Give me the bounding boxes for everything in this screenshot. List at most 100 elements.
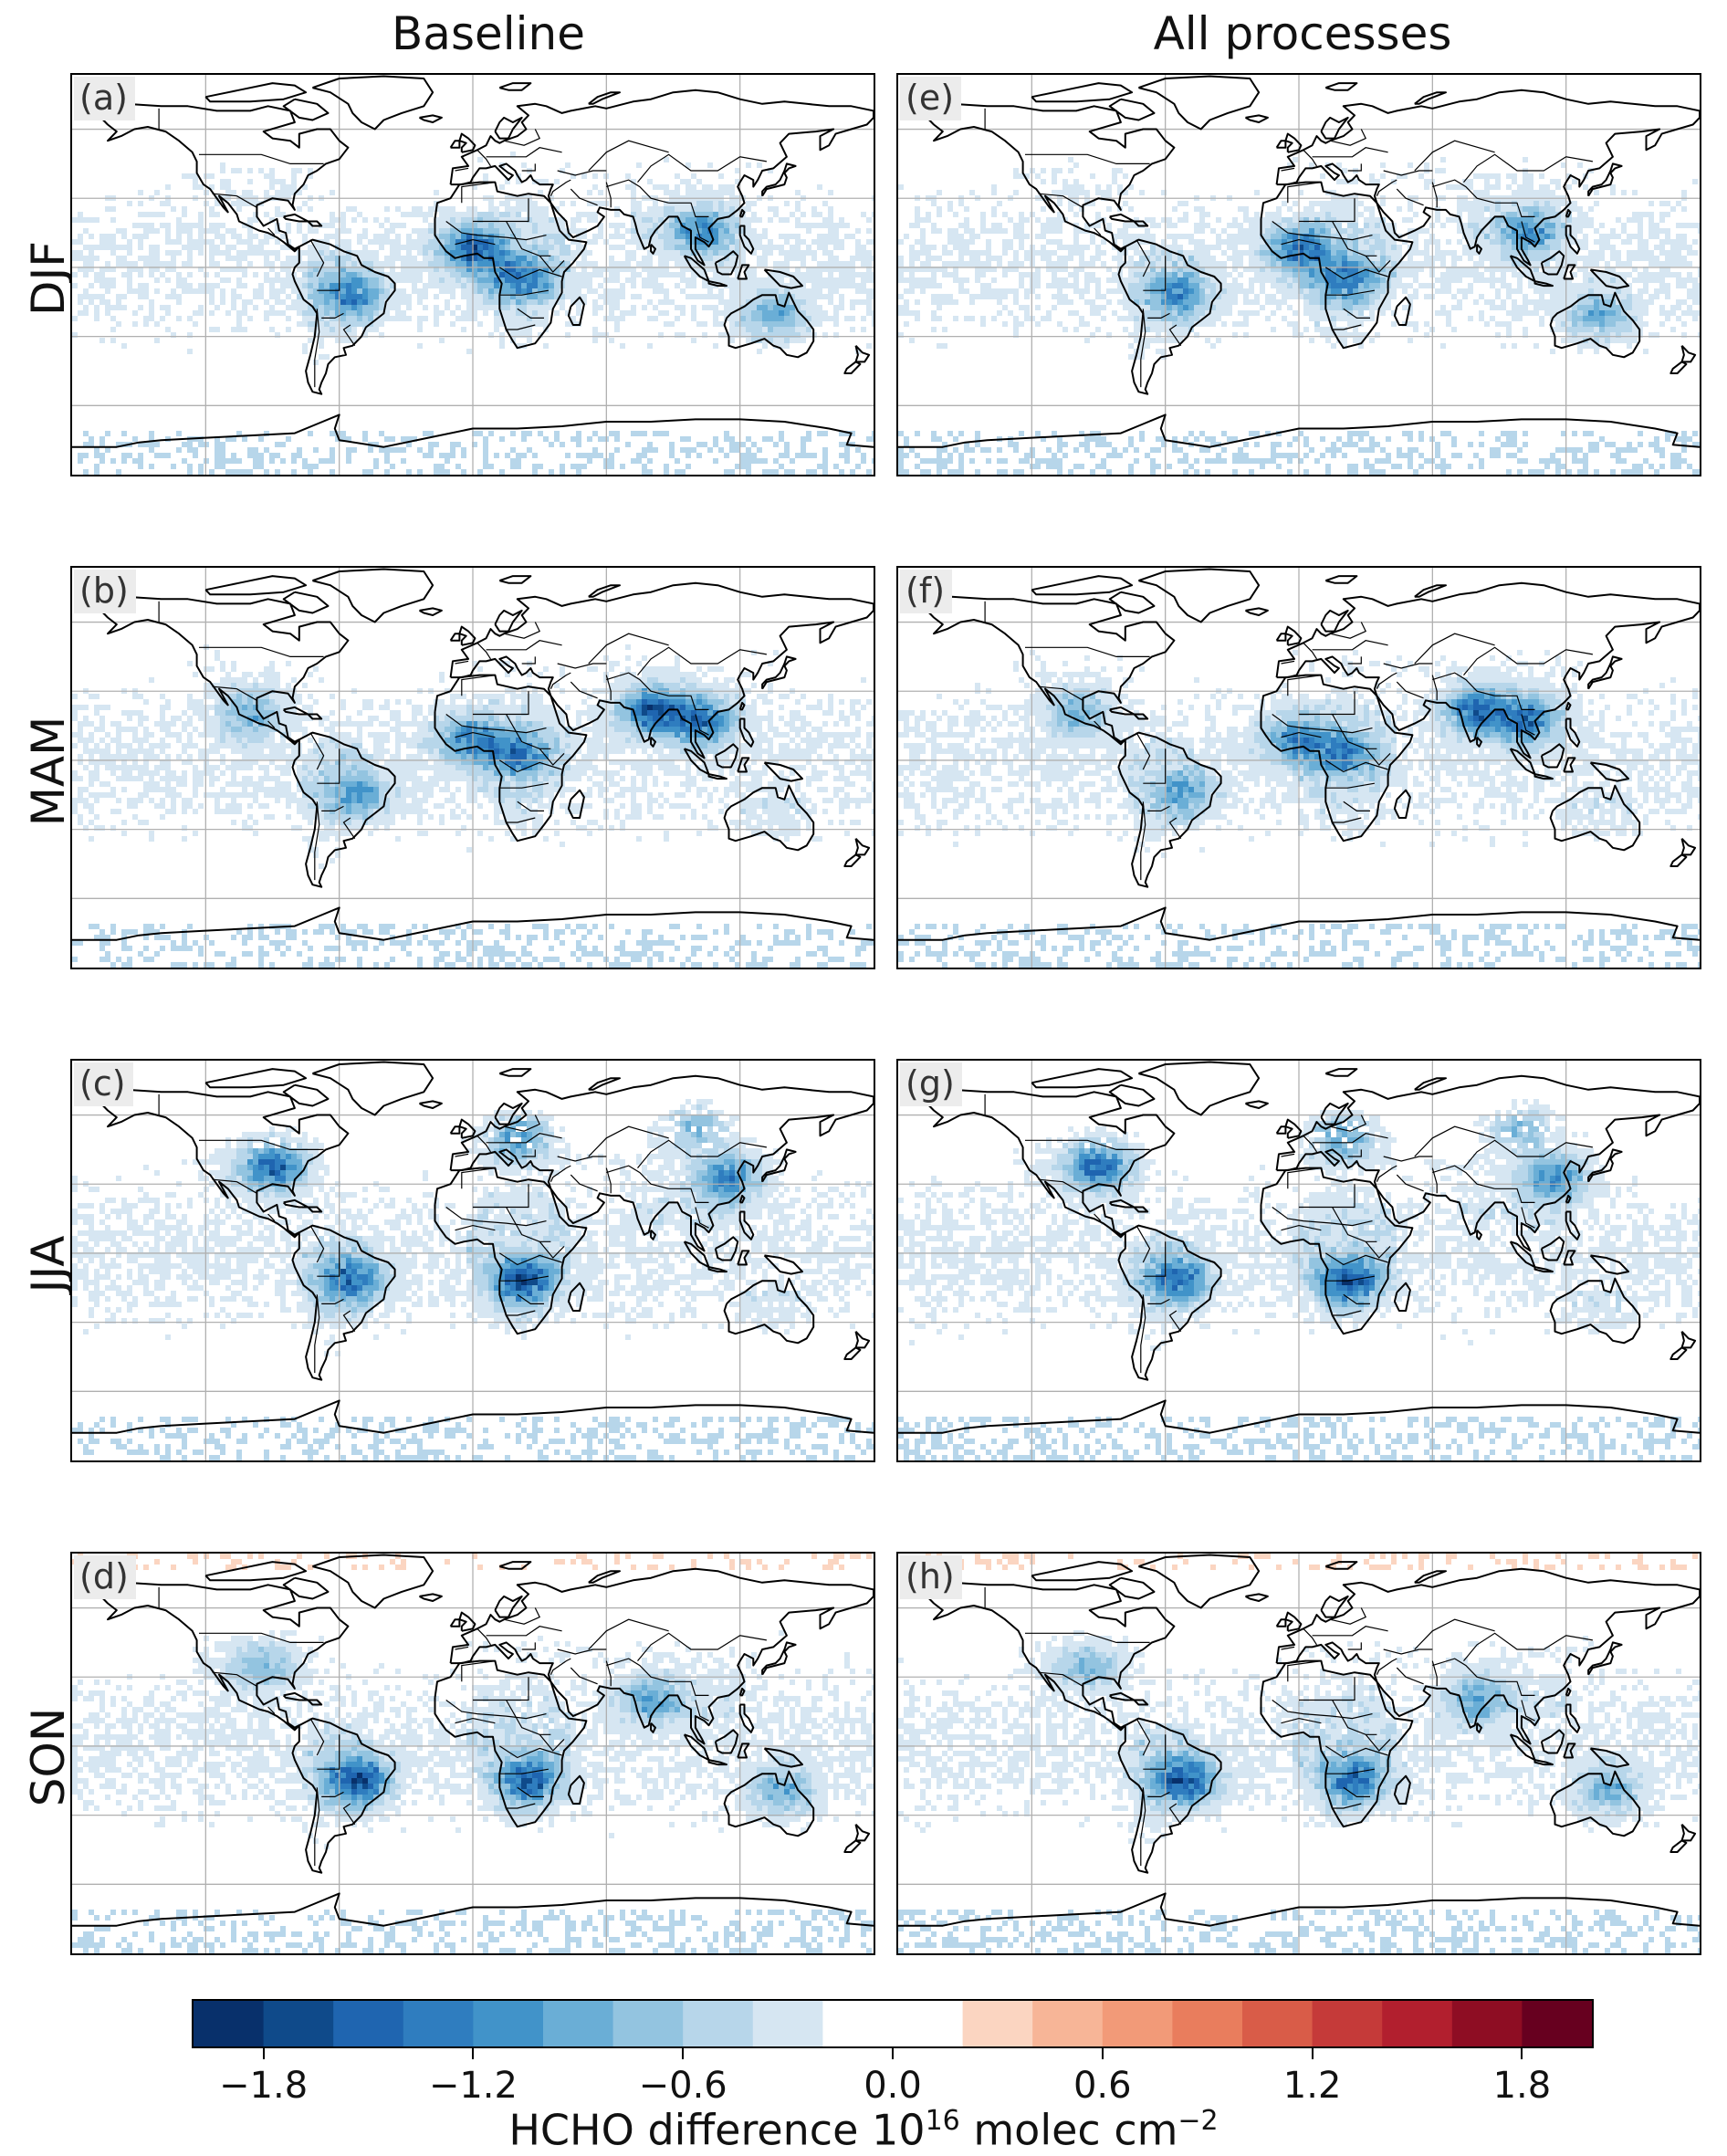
heatmap-cell [204, 201, 209, 206]
heatmap-cell [762, 261, 768, 267]
heatmap-cell [1692, 223, 1698, 228]
heatmap-cell [1260, 217, 1265, 223]
heatmap-cell [861, 250, 866, 256]
heatmap-cell [1068, 206, 1073, 212]
heatmap-cell [176, 447, 182, 453]
heatmap-cell [1550, 206, 1555, 212]
heatmap-cell [1572, 234, 1577, 239]
heatmap-cell [1331, 267, 1336, 272]
heatmap-cell [247, 245, 253, 250]
heatmap-cell [1610, 256, 1616, 261]
heatmap-cell [1303, 223, 1309, 228]
heatmap-cell [1008, 245, 1013, 250]
heatmap-cell [1210, 272, 1216, 277]
heatmap-cell [1347, 299, 1353, 305]
heatmap-cell [488, 267, 494, 272]
heatmap-cell [576, 464, 581, 469]
heatmap-cell [72, 272, 78, 277]
heatmap-cell [1594, 288, 1599, 294]
heatmap-cell [521, 250, 527, 256]
heatmap-cell [1342, 201, 1347, 206]
heatmap-cell [1561, 283, 1566, 288]
heatmap-cell [368, 299, 373, 305]
heatmap-cell [154, 250, 160, 256]
heatmap-cell [1112, 234, 1117, 239]
heatmap-cell [1073, 184, 1079, 190]
heatmap-cell [675, 283, 680, 288]
heatmap-cell [1052, 294, 1057, 299]
heatmap-cell [779, 316, 784, 321]
heatmap-cell [986, 245, 991, 250]
heatmap-cell [904, 277, 909, 283]
heatmap-cell [642, 447, 647, 453]
heatmap-cell [560, 305, 565, 310]
heatmap-cell [625, 442, 631, 447]
heatmap-cell [1084, 283, 1090, 288]
heatmap-cell [373, 321, 379, 327]
heatmap-cell [1659, 261, 1665, 267]
heatmap-cell [472, 261, 477, 267]
heatmap-cell [330, 250, 335, 256]
heatmap-cell [1440, 277, 1446, 283]
heatmap-cell [527, 256, 532, 261]
heatmap-cell [1342, 168, 1347, 173]
heatmap-cell [795, 217, 801, 223]
heatmap-cell [384, 228, 390, 234]
heatmap-cell [143, 234, 149, 239]
heatmap-cell [127, 201, 132, 206]
heatmap-cell [302, 250, 308, 256]
heatmap-cell [822, 316, 828, 321]
heatmap-cell [1484, 217, 1490, 223]
heatmap-cell [1320, 288, 1325, 294]
heatmap-cell [554, 256, 560, 261]
heatmap-cell [680, 179, 686, 184]
heatmap-cell [406, 239, 412, 245]
heatmap-cell [614, 294, 620, 299]
heatmap-cell [499, 310, 505, 316]
heatmap-cell [176, 228, 182, 234]
heatmap-cell [1627, 217, 1632, 223]
heatmap-cell [773, 321, 779, 327]
heatmap-cell [795, 267, 801, 272]
heatmap-cell [1413, 212, 1418, 217]
heatmap-cell [997, 299, 1002, 305]
heatmap-cell [1446, 184, 1451, 190]
heatmap-cell [1446, 277, 1451, 283]
heatmap-cell [839, 431, 844, 436]
heatmap-cell [947, 272, 953, 277]
heatmap-cell [275, 190, 280, 195]
heatmap-cell [740, 442, 746, 447]
heatmap-cell [505, 206, 510, 212]
heatmap-cell [472, 234, 477, 239]
heatmap-cell [247, 228, 253, 234]
heatmap-cell [466, 223, 472, 228]
heatmap-cell [149, 464, 154, 469]
heatmap-cell [773, 316, 779, 321]
heatmap-cell [986, 283, 991, 288]
heatmap-cell [1577, 245, 1583, 250]
heatmap-cell [779, 431, 784, 436]
heatmap-cell [1227, 294, 1232, 299]
heatmap-cell [171, 261, 176, 267]
heatmap-cell [931, 277, 937, 283]
heatmap-cell [1369, 212, 1375, 217]
heatmap-cell [258, 453, 264, 458]
heatmap-cell [1178, 299, 1183, 305]
heatmap-cell [1282, 223, 1287, 228]
heatmap-cell [1627, 283, 1632, 288]
heatmap-cell [560, 228, 565, 234]
heatmap-cell [1062, 294, 1068, 299]
heatmap-cell [516, 316, 521, 321]
heatmap-cell [861, 453, 866, 458]
heatmap-cell [850, 277, 855, 283]
heatmap-cell [1314, 228, 1320, 234]
heatmap-cell [149, 442, 154, 447]
heatmap-cell [839, 469, 844, 475]
heatmap-cell [1260, 277, 1265, 283]
heatmap-cell [176, 294, 182, 299]
heatmap-cell [330, 321, 335, 327]
heatmap-cell [686, 179, 691, 184]
heatmap-cell [220, 179, 225, 184]
heatmap-cell [653, 201, 658, 206]
heatmap-cell [1687, 294, 1692, 299]
